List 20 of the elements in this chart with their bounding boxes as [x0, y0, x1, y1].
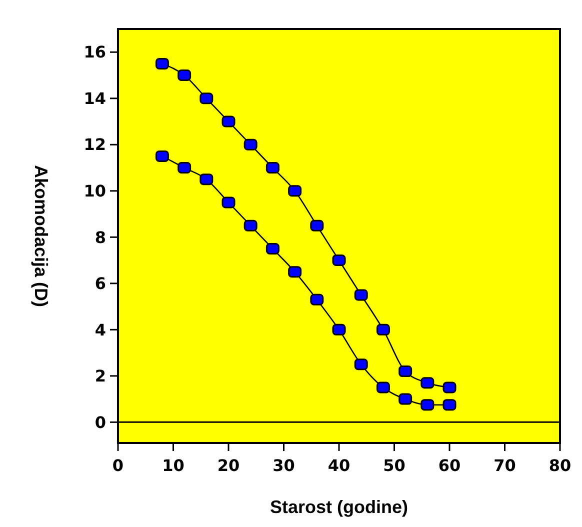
- x-axis-title: Starost (godine): [270, 497, 408, 517]
- y-tick-label: 4: [94, 320, 106, 340]
- y-tick-label: 16: [84, 42, 106, 62]
- y-tick-label: 10: [84, 182, 106, 200]
- y-tick-label: 14: [84, 88, 106, 108]
- x-tick-label: 80: [548, 456, 572, 475]
- x-tick-label: 20: [217, 456, 240, 475]
- x-tick-label: 40: [328, 456, 350, 475]
- x-tick-label: 60: [438, 456, 461, 475]
- x-tick-label: 0: [112, 456, 124, 475]
- x-tick-label: 10: [162, 456, 184, 475]
- y-tick-label: 0: [94, 412, 106, 432]
- y-tick-label: 2: [94, 366, 106, 386]
- y-tick-label: 12: [84, 135, 106, 154]
- y-axis-title: Akomodacija (D): [31, 164, 51, 308]
- y-tick-label: 6: [94, 274, 106, 294]
- x-tick-label: 70: [494, 456, 516, 475]
- x-tick-label: 50: [383, 456, 406, 475]
- y-tick-label: 8: [94, 228, 106, 247]
- x-tick-label: 30: [272, 456, 295, 475]
